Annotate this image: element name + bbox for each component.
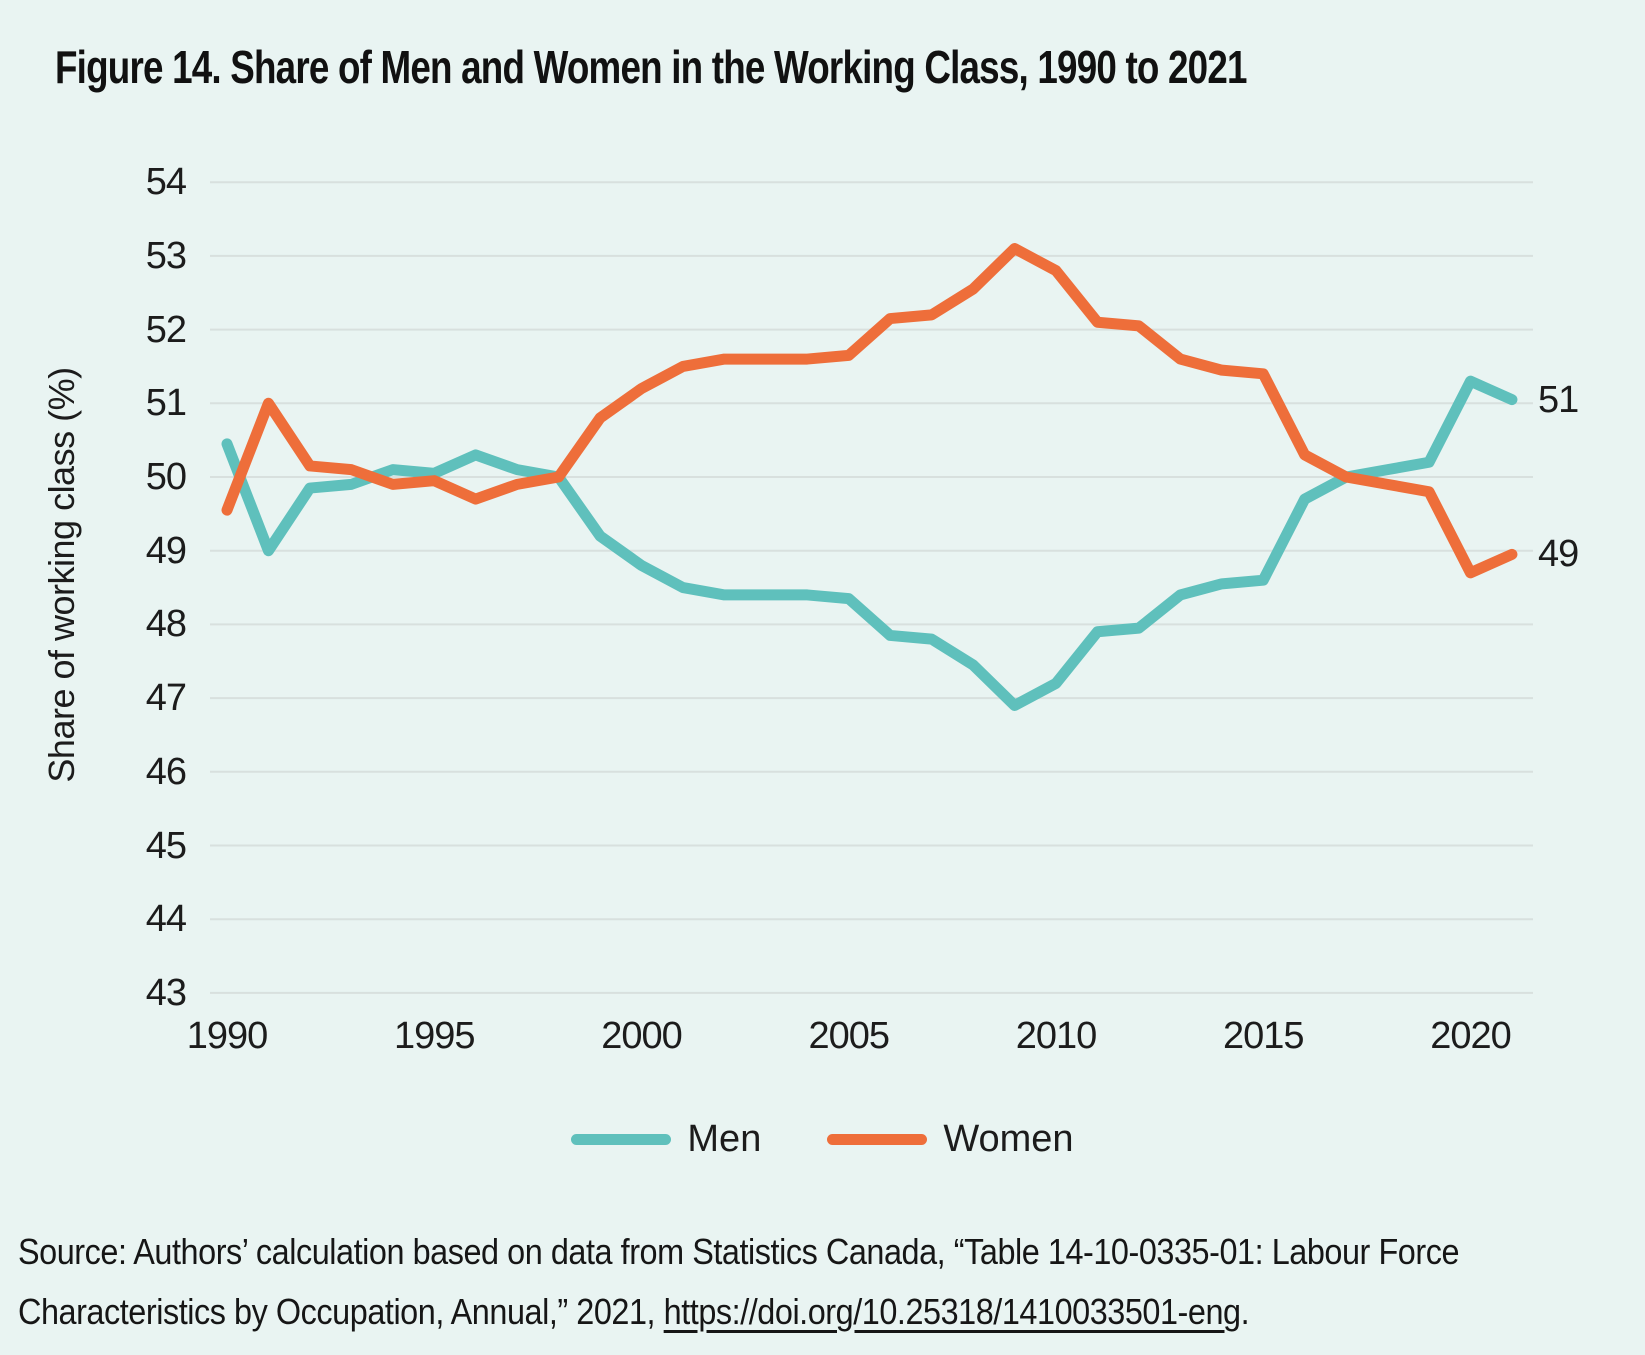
men-end-label: 51 bbox=[1538, 378, 1579, 421]
legend-item-men: Men bbox=[571, 1118, 761, 1161]
x-tick-2005: 2005 bbox=[808, 1015, 890, 1057]
men-line bbox=[221, 375, 1518, 711]
x-tick-1995: 1995 bbox=[393, 1015, 476, 1057]
source-line-2: Characteristics by Occupation, Annual,” … bbox=[18, 1291, 664, 1332]
men-line-swatch bbox=[571, 1134, 672, 1145]
doi-link[interactable]: https://doi.org/10.25318/1410033501-eng bbox=[663, 1291, 1241, 1332]
source-line-2-end: . bbox=[1240, 1291, 1250, 1332]
y-tick-43: 43 bbox=[145, 971, 187, 1014]
women-line-swatch bbox=[827, 1134, 928, 1145]
y-tick-48: 48 bbox=[145, 603, 187, 646]
legend: Men Women bbox=[0, 1118, 1645, 1161]
y-tick-46: 46 bbox=[145, 750, 187, 793]
x-tick-1990: 1990 bbox=[186, 1015, 269, 1057]
legend-label-women: Women bbox=[943, 1118, 1074, 1160]
x-tick-2015: 2015 bbox=[1222, 1015, 1305, 1057]
y-tick-47: 47 bbox=[145, 677, 187, 720]
y-tick-54: 54 bbox=[145, 161, 187, 204]
y-tick-52: 52 bbox=[145, 308, 187, 351]
figure-title: Figure 14. Share of Men and Women in the… bbox=[55, 41, 1247, 93]
y-tick-44: 44 bbox=[145, 898, 187, 941]
women-line bbox=[221, 243, 1518, 579]
women-end-label: 49 bbox=[1538, 533, 1579, 576]
y-tick-53: 53 bbox=[145, 234, 187, 277]
x-tick-2010: 2010 bbox=[1015, 1015, 1098, 1057]
source-note: Source: Authors’ calculation based on da… bbox=[18, 1222, 1459, 1342]
y-tick-49: 49 bbox=[145, 529, 187, 572]
y-tick-51: 51 bbox=[145, 382, 187, 425]
y-tick-50: 50 bbox=[145, 456, 187, 498]
y-tick-45: 45 bbox=[145, 824, 187, 867]
x-tick-2020: 2020 bbox=[1430, 1015, 1512, 1057]
legend-item-women: Women bbox=[827, 1118, 1074, 1161]
legend-label-men: Men bbox=[687, 1118, 762, 1160]
source-line-1: Source: Authors’ calculation based on da… bbox=[18, 1231, 1460, 1272]
x-tick-2000: 2000 bbox=[601, 1015, 683, 1057]
